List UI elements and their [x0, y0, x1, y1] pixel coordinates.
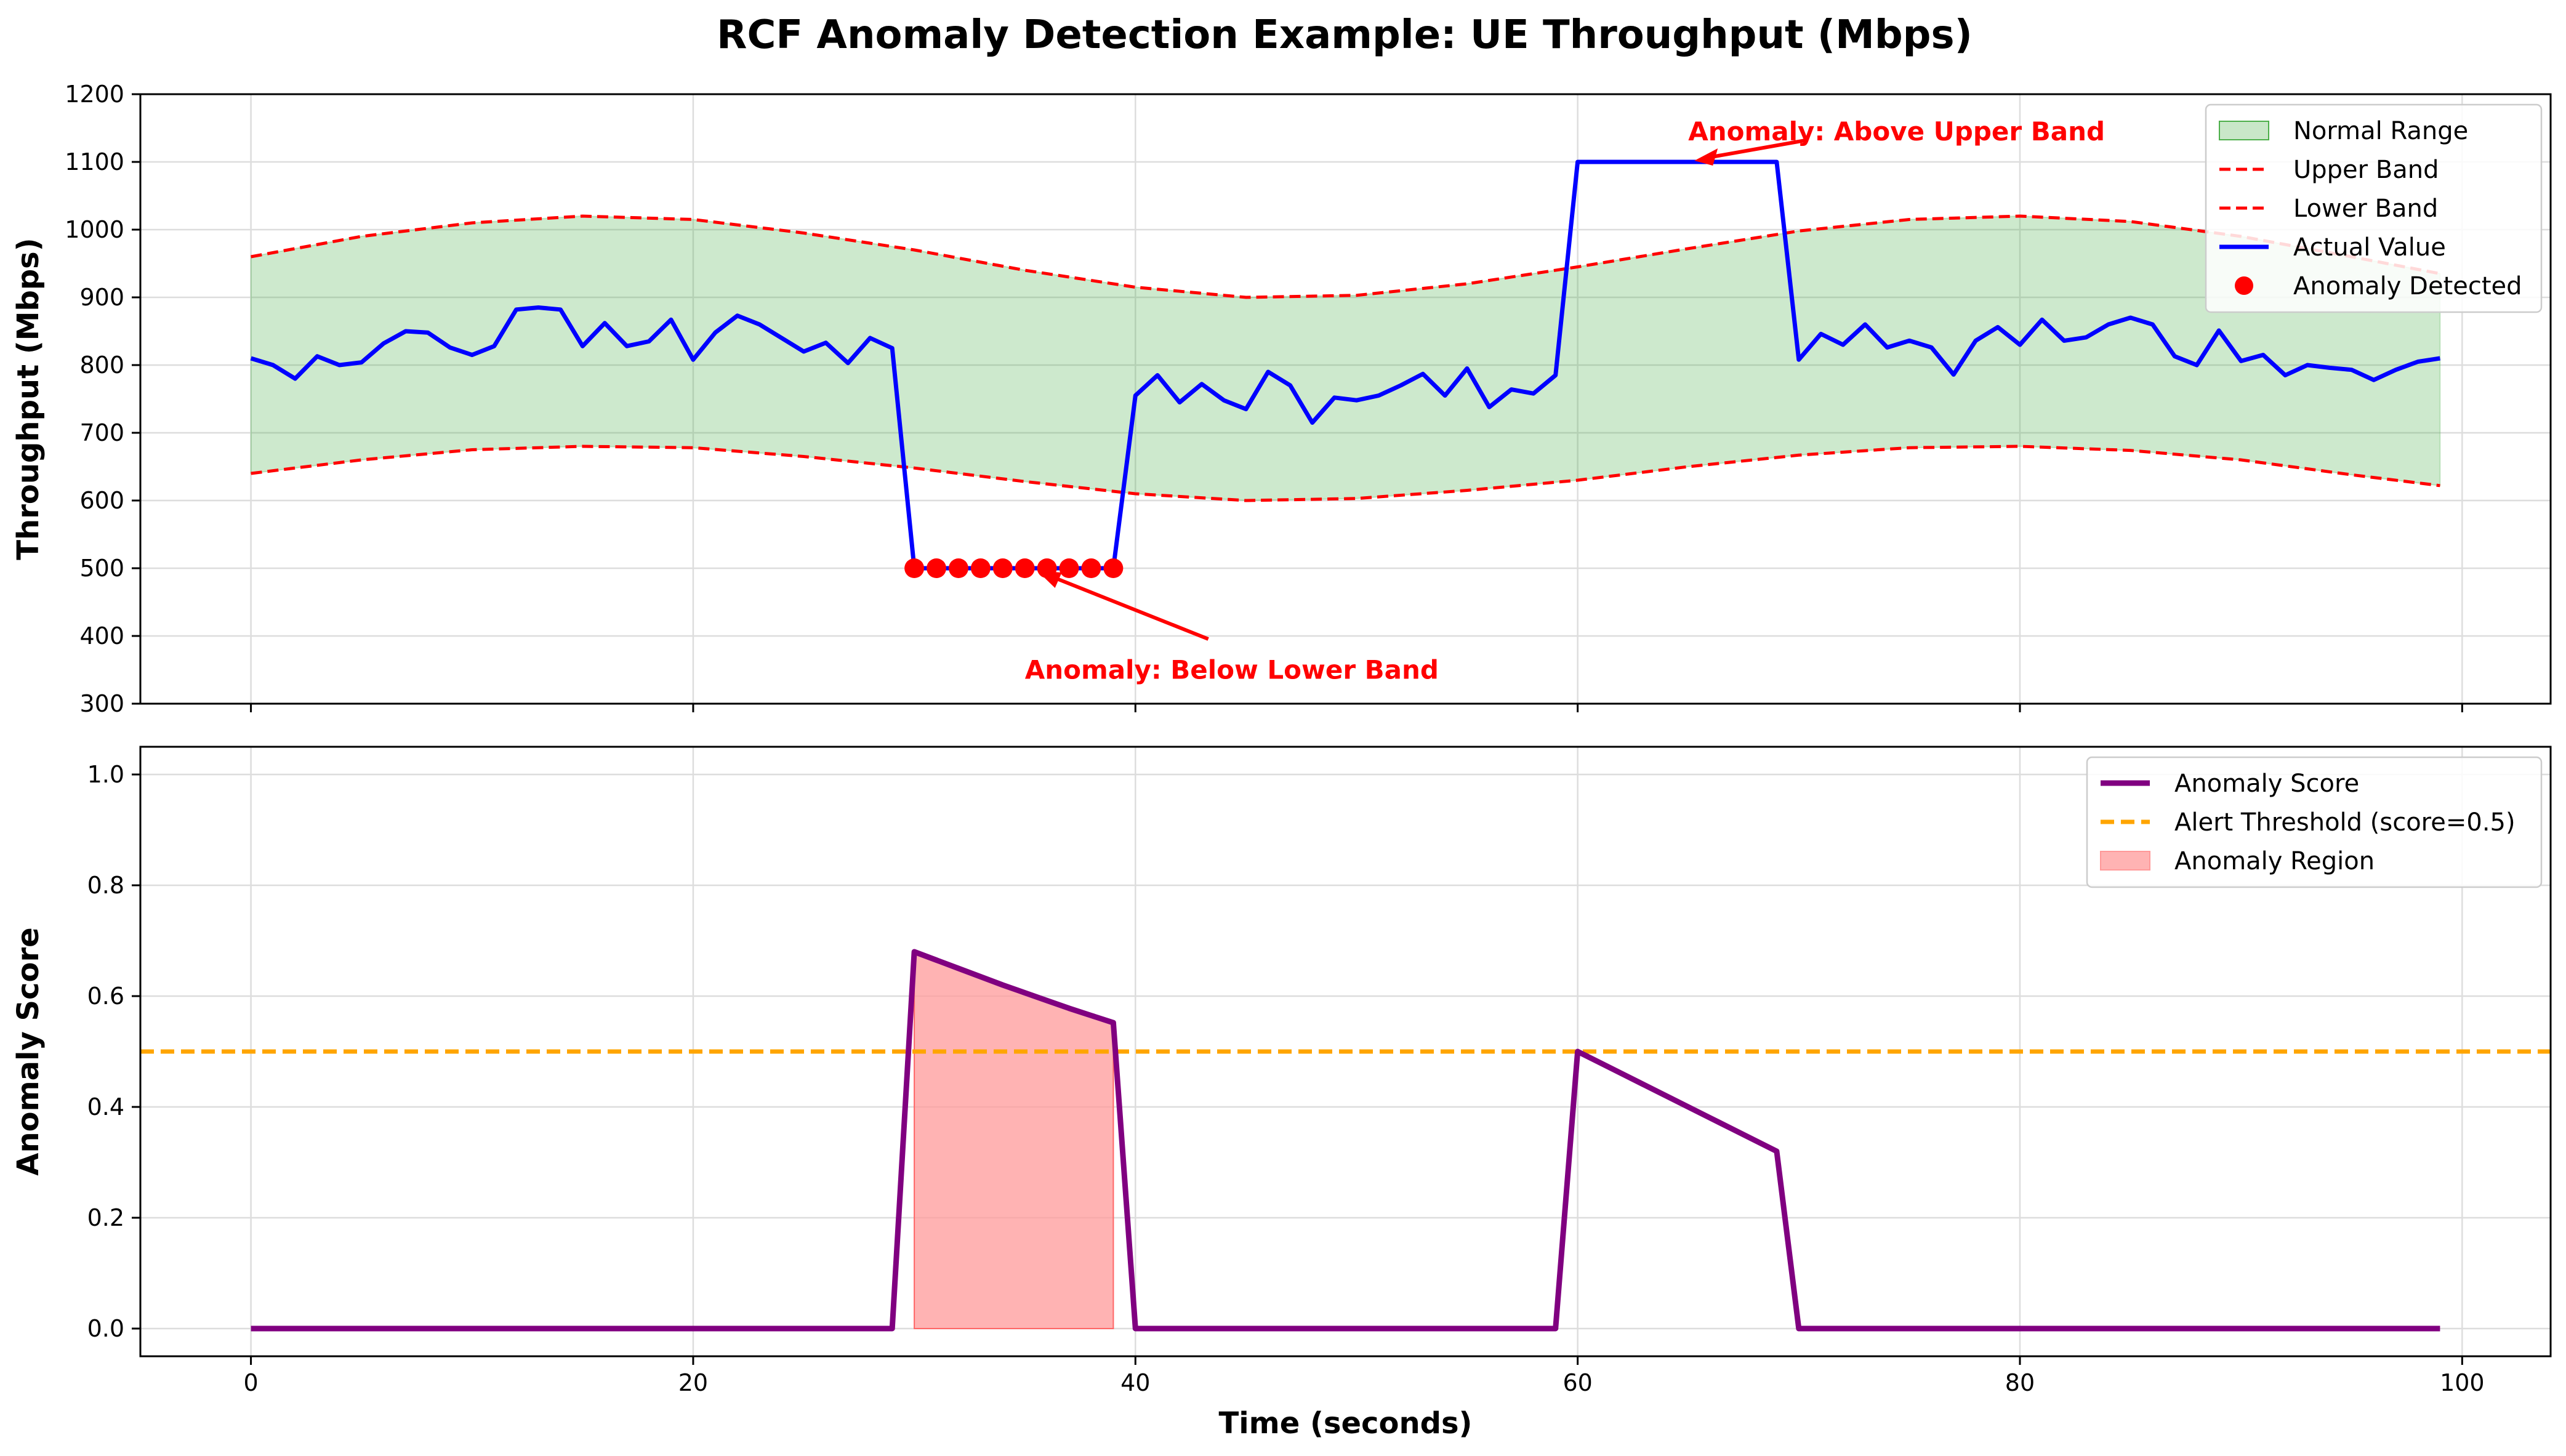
legend-label-anomaly-region: Anomaly Region	[2174, 847, 2375, 875]
y-axis-label: Throughput (Mbps)	[11, 238, 46, 560]
throughput-axes: 300 400 500 600 700 800 900 1000 1100 1200 Through…	[11, 81, 2552, 717]
anomaly-point	[948, 558, 968, 578]
y-tick-label: 600	[79, 487, 124, 514]
throughput-annotations: Anomaly: Above Upper Band Anomaly: Below …	[1025, 116, 2105, 685]
legend-label-upper-band: Upper Band	[2293, 156, 2439, 184]
legend-label-anomaly-score: Anomaly Score	[2174, 770, 2359, 798]
score-legend: Anomaly Score Alert Threshold (score=0.5)…	[2086, 756, 2543, 888]
legend-label-actual-value: Actual Value	[2293, 233, 2446, 262]
x-tick-label: 60	[1563, 1369, 1592, 1396]
score-lines	[140, 949, 2551, 1332]
y-tick-label: 0.6	[87, 983, 124, 1010]
legend-label-lower-band: Lower Band	[2293, 195, 2438, 223]
y-tick-label: 1000	[65, 216, 124, 243]
annotation-arrowhead	[1037, 571, 1062, 588]
score-axes: 0 20 40 60 80 100 0.0 0.2 0.4 0.6 0.8 1.0 Anomaly Sc…	[11, 746, 2552, 1441]
legend-label-alert-threshold-score-0-5: Alert Threshold (score=0.5)	[2174, 808, 2516, 837]
y-tick-label: 0.0	[87, 1315, 124, 1342]
anomaly-score-panel: 0 20 40 60 80 100 0.0 0.2 0.4 0.6 0.8 1.0 Anomaly Sc…	[11, 746, 2552, 1441]
y-tick-label: 1.0	[87, 761, 124, 788]
anomaly-region	[914, 951, 1114, 1329]
x-tick-label: 40	[1120, 1369, 1150, 1396]
legend-box	[2086, 756, 2543, 888]
legend-swatch-anomaly-region	[2100, 851, 2150, 871]
legend-box	[2205, 103, 2543, 313]
throughput-panel: Anomaly: Above Upper Band Anomaly: Below …	[11, 81, 2552, 717]
legend-label-anomaly-detected: Anomaly Detected	[2293, 272, 2522, 300]
anomaly-point	[1015, 558, 1035, 578]
annotation-arrowhead	[1694, 148, 1718, 166]
y-tick-label: 0.2	[87, 1204, 124, 1231]
x-tick-label: 80	[2005, 1369, 2035, 1396]
lower-band-line	[251, 444, 2440, 502]
legend-label-normal-range: Normal Range	[2293, 117, 2468, 145]
y-tick-label: 500	[79, 555, 124, 582]
x-axis-label: Time (seconds)	[1218, 1406, 1472, 1441]
anomaly-point	[1059, 558, 1079, 578]
legend-swatch-normal-range	[2219, 121, 2269, 140]
x-tick-label: 0	[243, 1369, 258, 1396]
y-tick-label: 800	[79, 352, 124, 379]
upper-band-line	[251, 214, 2440, 299]
actual-value-line	[250, 159, 2440, 571]
annotation-arrow-shaft	[1050, 574, 1209, 641]
anomaly-points	[904, 558, 1124, 578]
annotation-arrow-shaft	[1707, 139, 1806, 159]
y-tick-label: 0.8	[87, 872, 124, 899]
throughput-lines	[250, 159, 2440, 571]
y-axis-label: Anomaly Score	[11, 927, 46, 1175]
axes-frame	[139, 746, 2552, 1357]
anomaly-region-fill	[914, 951, 1114, 1329]
y-tick-label: 1200	[65, 81, 124, 108]
annotation-above-upper-band: Anomaly: Above Upper Band	[1688, 116, 2105, 147]
normal-range-band	[250, 215, 2441, 502]
normal-range-fill	[250, 215, 2441, 502]
figure-title: RCF Anomaly Detection Example: UE Throug…	[717, 12, 1973, 58]
y-tick-label: 0.4	[87, 1093, 124, 1120]
y-tick-label: 300	[79, 690, 124, 717]
x-tick-label: 100	[2440, 1369, 2485, 1396]
anomaly-point	[1081, 558, 1101, 578]
axes-frame	[139, 93, 2552, 705]
y-tick-label: 900	[79, 284, 124, 311]
x-tick-label: 20	[678, 1369, 708, 1396]
anomaly-score-line	[251, 949, 2440, 1332]
anomaly-point	[1103, 558, 1124, 578]
y-tick-label: 400	[79, 622, 124, 650]
anomaly-point	[970, 558, 991, 578]
legend-swatch-anomaly-detected	[2235, 276, 2253, 295]
y-tick-label: 1100	[65, 148, 124, 175]
anomaly-point	[904, 558, 925, 578]
y-tick-label: 700	[79, 419, 124, 446]
throughput-legend: Normal Range Upper Band Lower Band Actual V…	[2205, 103, 2543, 313]
anomaly-point	[927, 558, 947, 578]
anomaly-point	[992, 558, 1013, 578]
annotation-below-lower-band: Anomaly: Below Lower Band	[1025, 655, 1439, 685]
